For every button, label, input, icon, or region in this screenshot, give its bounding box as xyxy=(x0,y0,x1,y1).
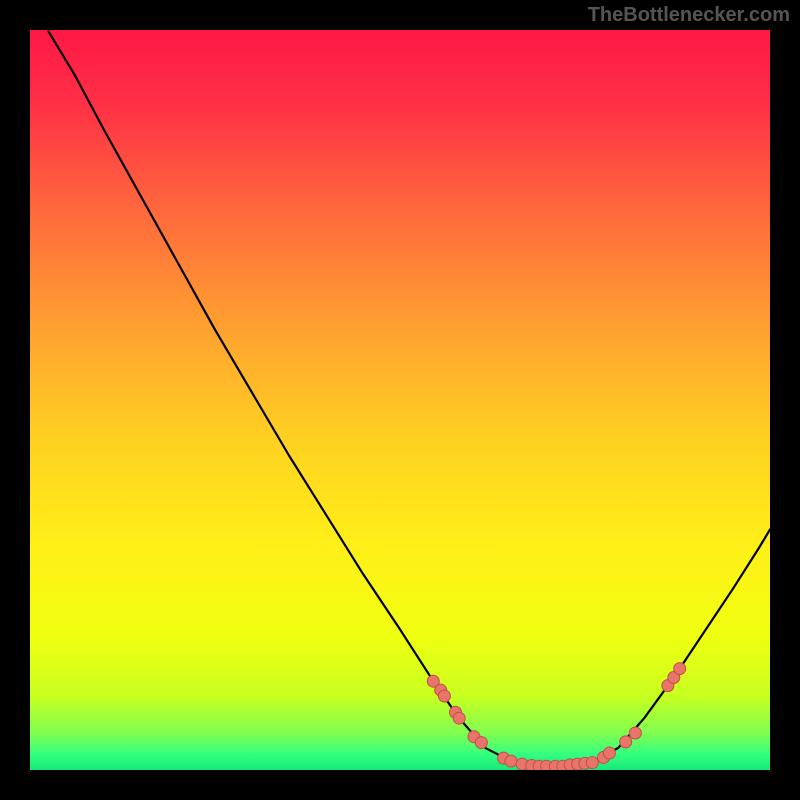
data-marker xyxy=(438,690,450,702)
data-marker xyxy=(603,747,615,759)
watermark-text: TheBottlenecker.com xyxy=(588,4,790,27)
bottleneck-curve xyxy=(49,31,771,766)
data-marker xyxy=(475,737,487,749)
data-marker xyxy=(586,757,598,769)
data-marker xyxy=(453,712,465,724)
bottleneck-chart xyxy=(30,30,770,770)
data-marker xyxy=(505,755,517,767)
data-marker xyxy=(620,736,632,748)
data-markers xyxy=(427,663,685,770)
data-marker xyxy=(674,663,686,675)
data-marker xyxy=(629,727,641,739)
chart-overlay xyxy=(30,30,770,770)
